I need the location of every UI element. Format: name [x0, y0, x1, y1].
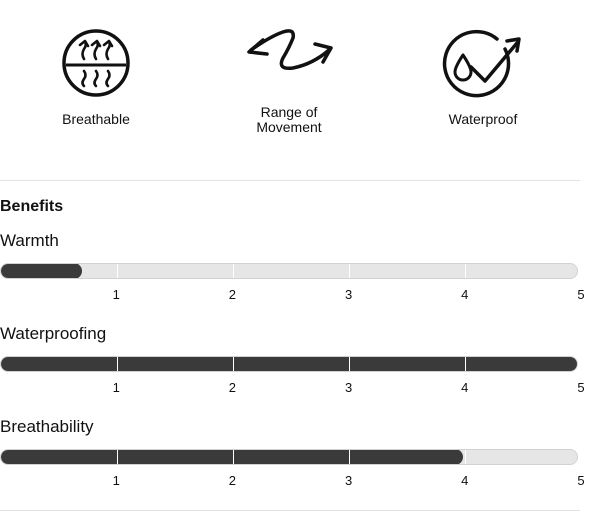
scale-label: 5	[577, 287, 585, 302]
scale-label: 2	[228, 287, 237, 302]
rating-bar-tick	[117, 264, 118, 278]
metric-title: Waterproofing	[0, 324, 107, 343]
scale-label: 3	[344, 287, 353, 302]
feature-icons-row: Breathable Range of Movement Waterproof	[0, 0, 580, 165]
scale-label: 5	[577, 380, 585, 395]
scale-label: 1	[112, 287, 120, 302]
rating-bar-tick	[233, 357, 234, 371]
scale-label: 4	[461, 473, 469, 488]
rating-bar-tick	[349, 450, 350, 464]
divider-top	[0, 180, 580, 181]
rating-bar-tick	[349, 357, 350, 371]
rating-bar-tick	[117, 357, 118, 371]
rating-bar-fill	[1, 357, 577, 371]
rating-bar-fill	[1, 450, 464, 464]
feature-range-of-movement: Range of Movement	[209, 0, 369, 135]
feature-label-breathable: Breathable	[62, 111, 130, 127]
scale-label: 2	[228, 473, 237, 488]
rating-bar-tick	[465, 450, 466, 464]
rating-bar-track	[0, 356, 578, 372]
rating-bar-tick	[465, 264, 466, 278]
scale-label: 3	[344, 473, 353, 488]
scale-label: 1	[112, 473, 120, 488]
waterproof-icon	[442, 29, 521, 98]
scale-label: 4	[461, 287, 469, 302]
feature-label-range-of-movement: Range of Movement	[256, 104, 322, 135]
scale-label: 2	[228, 380, 237, 395]
divider-bottom	[0, 510, 580, 511]
breathable-icon	[62, 29, 130, 97]
rating-bar-fill	[1, 264, 82, 278]
rating-bar-tick	[349, 264, 350, 278]
feature-waterproof: Waterproof	[403, 0, 563, 127]
feature-breathable: Breathable	[16, 0, 176, 127]
scale-label: 5	[577, 473, 585, 488]
metric-title: Warmth	[0, 231, 59, 250]
feature-label-waterproof: Waterproof	[448, 111, 518, 127]
rating-bar-track	[0, 449, 578, 465]
range-of-movement-icon	[247, 29, 333, 71]
scale-label: 1	[112, 380, 120, 395]
rating-bar-track	[0, 263, 578, 279]
metric-title: Breathability	[0, 417, 94, 436]
rating-bar-tick	[117, 450, 118, 464]
rating-bar-tick	[233, 264, 234, 278]
rating-bar-tick	[465, 357, 466, 371]
rating-bar-tick	[233, 450, 234, 464]
benefits-heading: Benefits	[0, 198, 64, 215]
scale-label: 4	[461, 380, 469, 395]
scale-label: 3	[344, 380, 353, 395]
